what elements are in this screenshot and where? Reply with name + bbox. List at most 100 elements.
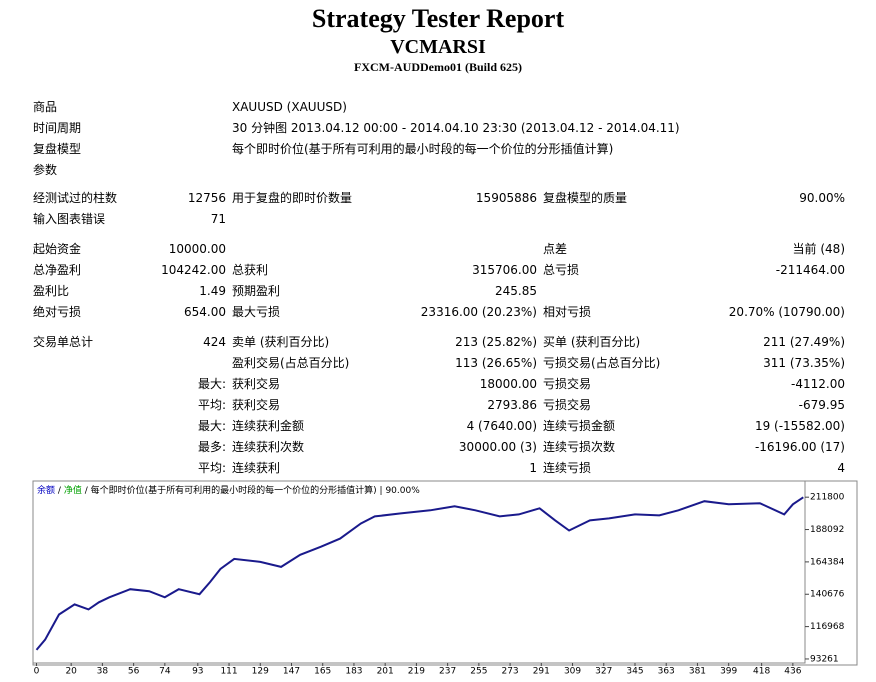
stat-value: 20.70% (10790.00) (728, 305, 845, 319)
stat-label: 交易单总计 (33, 335, 94, 349)
stat-value: 4 (837, 461, 845, 475)
stat-label: 亏损交易 (543, 398, 592, 412)
stat-value: 最大: (197, 419, 226, 433)
stat-value: 104242.00 (161, 263, 226, 277)
stat-label: 亏损交易(占总百分比) (543, 356, 661, 370)
info-label: 商品 (33, 100, 58, 114)
stat-value: 10000.00 (168, 242, 226, 256)
stat-value: -211464.00 (775, 263, 845, 277)
info-label: 复盘模型 (33, 142, 82, 156)
stat-label: 复盘模型的质量 (543, 191, 628, 205)
stat-label: 起始资金 (33, 242, 82, 256)
x-tick-label: 165 (314, 667, 331, 677)
stat-value: 90.00% (799, 191, 845, 205)
stat-value: 424 (203, 335, 226, 349)
legend-item: 90.00% (385, 486, 420, 496)
legend-item: / (85, 486, 89, 496)
stat-label: 买单 (获利百分比) (543, 335, 641, 349)
x-tick-label: 93 (192, 667, 203, 677)
x-tick-label: 381 (689, 667, 706, 677)
title: Strategy Tester Report (311, 4, 565, 33)
stat-label: 盈利比 (33, 284, 70, 298)
info-label: 参数 (33, 163, 58, 177)
stat-value: 4 (7640.00) (466, 419, 537, 433)
stat-value: 30000.00 (3) (458, 440, 537, 454)
stat-label: 总亏损 (543, 263, 580, 277)
x-tick-label: 436 (784, 667, 801, 677)
stat-value: 18000.00 (479, 377, 537, 391)
stat-value: 1.49 (199, 284, 226, 298)
stat-label: 经测试过的柱数 (33, 191, 118, 205)
stat-value: 654.00 (184, 305, 226, 319)
x-tick-label: 327 (595, 667, 612, 677)
stat-label: 连续获利次数 (232, 440, 305, 454)
x-tick-label: 291 (533, 667, 550, 677)
stat-label: 获利交易 (232, 377, 281, 391)
stat-label: 卖单 (获利百分比) (232, 335, 330, 349)
stat-label: 连续亏损次数 (543, 440, 616, 454)
stat-value: -4112.00 (791, 377, 845, 391)
y-tick-label: 211800 (810, 493, 845, 503)
legend-item: 余额 (37, 484, 55, 496)
info-value: XAUUSD (XAUUSD) (232, 100, 347, 114)
x-tick-label: 345 (626, 667, 643, 677)
x-tick-label: 399 (720, 667, 737, 677)
stat-value: 71 (210, 212, 226, 226)
x-tick-label: 237 (439, 667, 456, 677)
y-tick-label: 164384 (810, 557, 845, 567)
x-tick-label: 309 (564, 667, 581, 677)
stat-label: 亏损交易 (543, 377, 592, 391)
legend-item: | (380, 486, 383, 496)
legend-item: 净值 (64, 484, 82, 496)
stat-label: 预期盈利 (232, 284, 281, 298)
info-value: 30 分钟图 2013.04.12 00:00 - 2014.04.10 23:… (232, 121, 680, 135)
stat-value: 315706.00 (472, 263, 537, 277)
stat-value: 211 (27.49%) (763, 335, 845, 349)
x-tick-label: 273 (501, 667, 518, 677)
x-tick-label: 201 (377, 667, 394, 677)
stat-value: 最大: (197, 377, 226, 391)
x-tick-label: 219 (408, 667, 425, 677)
stat-label: 最大亏损 (232, 305, 281, 319)
stat-value: 15905886 (475, 191, 537, 205)
y-tick-label: 116968 (810, 622, 845, 632)
stat-label: 输入图表错误 (33, 212, 106, 226)
stat-label: 获利交易 (232, 398, 281, 412)
x-tick-label: 418 (753, 667, 770, 677)
stat-label: 连续获利金额 (232, 419, 305, 433)
stat-value: 245.85 (495, 284, 537, 298)
x-tick-label: 255 (470, 667, 487, 677)
balance-line (35, 496, 804, 651)
chart-frame (32, 480, 858, 666)
y-tick-label: 93261 (810, 654, 839, 664)
x-tick-label: 147 (283, 667, 300, 677)
stat-value: 12756 (187, 191, 226, 205)
stat-value: 23316.00 (20.23%) (420, 305, 537, 319)
legend: 余额 / 净值 / 每个即时价位(基于所有可利用的最小时段的每一个价位的分形插值… (37, 484, 420, 496)
stat-value: 311 (73.35%) (763, 356, 845, 370)
build: FXCM-AUDDemo01 (Build 625) (354, 60, 522, 74)
stat-value: 2793.86 (487, 398, 537, 412)
x-tick-label: 38 (97, 667, 109, 677)
x-tick-label: 74 (159, 667, 171, 677)
stat-label: 总获利 (232, 263, 269, 277)
stat-value: -679.95 (798, 398, 845, 412)
stat-label: 用于复盘的即时价数量 (232, 191, 353, 205)
stat-label: 连续亏损 (543, 461, 592, 475)
stat-value: 最多: (197, 440, 226, 454)
x-tick-label: 56 (128, 667, 140, 677)
legend-item: / (58, 486, 62, 496)
stat-label: 绝对亏损 (33, 305, 82, 319)
x-tick-label: 363 (658, 667, 675, 677)
x-tick-label: 183 (345, 667, 362, 677)
stat-label: 总净盈利 (33, 263, 82, 277)
stat-value: 1 (529, 461, 537, 475)
stat-value: 19 (-15582.00) (754, 419, 845, 433)
stat-label: 相对亏损 (543, 305, 592, 319)
plot-frame (32, 480, 806, 664)
stat-value: 当前 (48) (792, 242, 845, 256)
subtitle: VCMARSI (390, 36, 486, 58)
stat-label: 点差 (543, 242, 568, 256)
